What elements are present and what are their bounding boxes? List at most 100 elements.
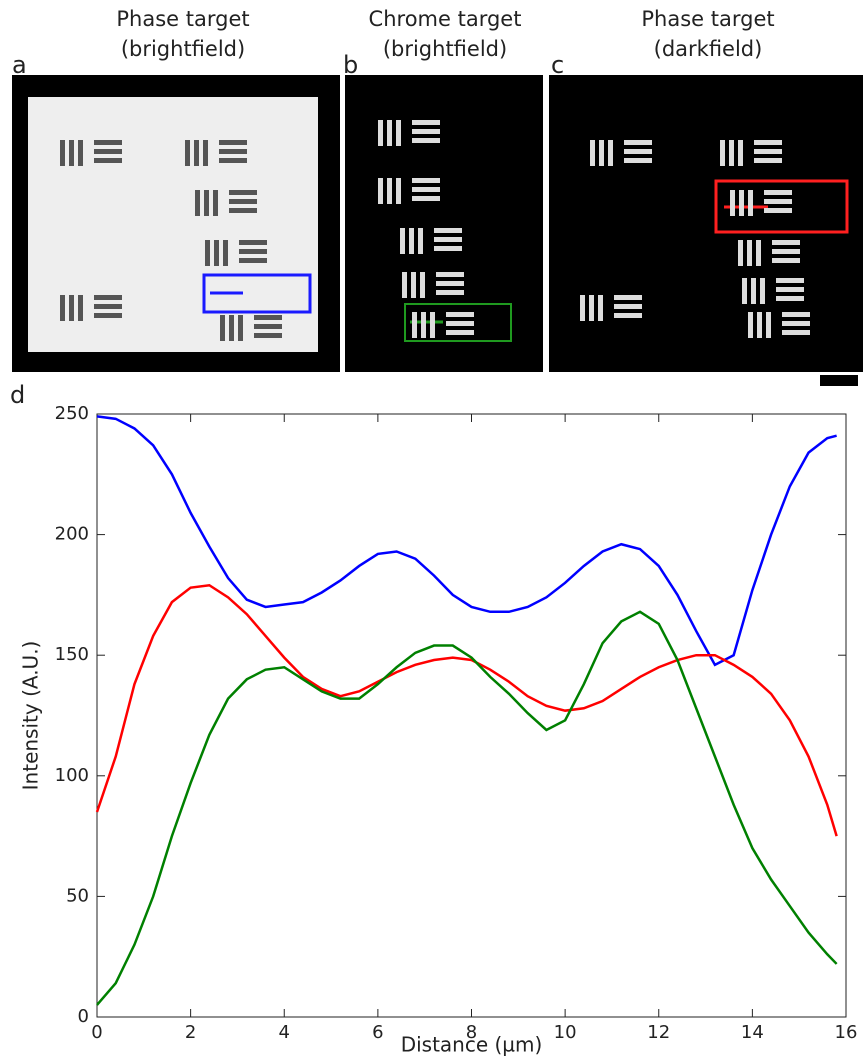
x-tick-label: 6 [372, 1022, 383, 1043]
target-bar [412, 178, 440, 183]
target-bar [766, 312, 771, 338]
target-bar [430, 312, 435, 338]
target-bar [194, 140, 199, 166]
target-bar [205, 240, 210, 266]
target-bar [94, 295, 122, 300]
target-bar [599, 140, 604, 166]
target-bar [434, 237, 462, 242]
target-bar [94, 304, 122, 309]
panel-title: (brightfield) [383, 37, 507, 61]
panel-label: d [10, 381, 25, 409]
target-bar [239, 240, 267, 245]
target-bar [614, 313, 642, 318]
target-bar [400, 228, 405, 254]
figure: Phase target (brightfield) a Chrome target (… [0, 0, 863, 1059]
target-bar [412, 129, 440, 134]
target-bar [254, 324, 282, 329]
data-line [97, 612, 837, 1005]
target-bar [396, 178, 401, 204]
target-bar [421, 312, 426, 338]
target-bar [412, 187, 440, 192]
target-bar [229, 190, 257, 195]
target-bar [446, 321, 474, 326]
target-bar [219, 149, 247, 154]
target-bar [729, 140, 734, 166]
target-bar [387, 120, 392, 146]
target-bar [412, 138, 440, 143]
data-line [97, 416, 837, 664]
target-bar [223, 240, 228, 266]
x-tick-label: 2 [185, 1022, 196, 1043]
y-tick-label: 200 [55, 524, 89, 545]
target-bar [94, 149, 122, 154]
target-bar [624, 158, 652, 163]
target-bar [739, 190, 744, 216]
target-bar [378, 120, 383, 146]
panel-title: Chrome target [369, 7, 522, 31]
target-bar [411, 272, 416, 298]
target-bar [229, 199, 257, 204]
target-bar [203, 140, 208, 166]
target-bar [738, 140, 743, 166]
y-tick-label: 150 [55, 644, 89, 665]
target-bar [69, 295, 74, 321]
target-bar [94, 140, 122, 145]
plot-frame [97, 414, 846, 1017]
target-bar [412, 120, 440, 125]
page: Phase target (brightfield) a Chrome target (… [0, 0, 863, 1059]
target-bar [214, 240, 219, 266]
panel-titles: Phase target (brightfield) a Chrome target (… [12, 7, 775, 79]
target-bar [185, 140, 190, 166]
target-bar [434, 228, 462, 233]
target-bar [764, 199, 792, 204]
target-bar [254, 315, 282, 320]
target-bar [378, 178, 383, 204]
target-bar [69, 140, 74, 166]
target-bar [754, 158, 782, 163]
target-bar [757, 312, 762, 338]
panel-title: Phase target [641, 7, 774, 31]
target-bar [219, 158, 247, 163]
target-bar [94, 158, 122, 163]
target-bar [239, 249, 267, 254]
target-bar [409, 228, 414, 254]
scale-bar [820, 375, 858, 386]
target-bar [614, 304, 642, 309]
target-bar [776, 278, 804, 283]
panel-label: c [551, 51, 564, 79]
panel-title: (brightfield) [121, 37, 245, 61]
panel-b-image [345, 75, 543, 372]
target-bar [748, 312, 753, 338]
x-tick-label: 4 [279, 1022, 290, 1043]
target-bar [219, 140, 247, 145]
target-bar [580, 295, 585, 321]
target-bar [747, 240, 752, 266]
target-bar [78, 295, 83, 321]
panel-c-image [549, 75, 863, 386]
target-bar [624, 149, 652, 154]
target-bar [436, 281, 464, 286]
panel-label: a [12, 51, 27, 79]
target-bar [229, 315, 234, 341]
target-bar [782, 312, 810, 317]
target-bar [418, 228, 423, 254]
target-bar [760, 278, 765, 304]
target-bar [782, 321, 810, 326]
target-bar [60, 140, 65, 166]
target-bar [782, 330, 810, 335]
target-bar [756, 240, 761, 266]
target-bar [229, 208, 257, 213]
target-bar [436, 272, 464, 277]
panel-title: (darkfield) [654, 37, 763, 61]
panel-label: b [343, 51, 358, 79]
target-bar [598, 295, 603, 321]
target-bar [742, 278, 747, 304]
target-bar [624, 140, 652, 145]
target-bar [614, 295, 642, 300]
panel-title: Phase target [116, 7, 249, 31]
y-axis-label: Intensity (A.U.) [19, 641, 43, 791]
target-bar [254, 333, 282, 338]
target-bar [436, 290, 464, 295]
target-bar [60, 295, 65, 321]
